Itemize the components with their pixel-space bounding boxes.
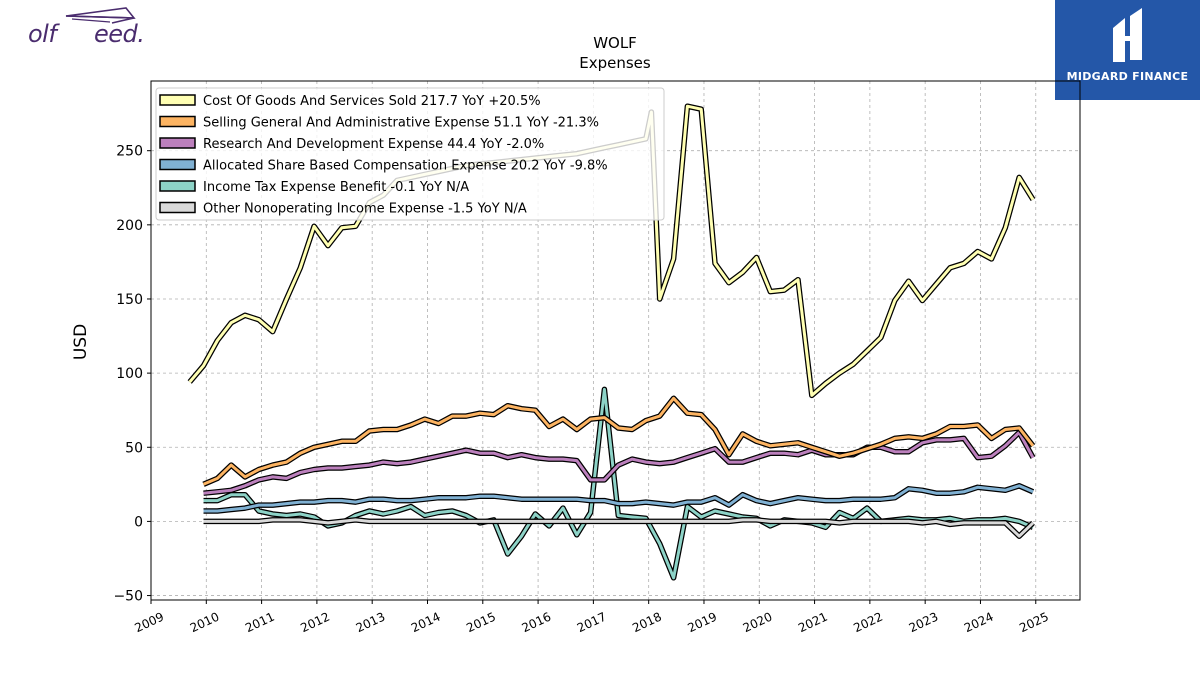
x-tick-label: 2010 <box>188 610 222 636</box>
legend-swatch <box>159 94 196 106</box>
series-line <box>203 387 1034 580</box>
x-tick-label: 2020 <box>741 610 775 636</box>
legend-entry-label: Selling General And Administrative Expen… <box>203 116 599 131</box>
legend-entry-label: Cost Of Goods And Services Sold 217.7 Yo… <box>203 94 541 109</box>
plot-frame <box>150 80 1081 601</box>
left-logo-text-b: eed. <box>94 20 145 48</box>
legend-swatch <box>159 137 196 149</box>
x-tick-label: 2023 <box>907 610 941 636</box>
x-tick-label: 2021 <box>796 610 830 636</box>
legend-entry-label: Other Nonoperating Income Expense -1.5 Y… <box>203 202 527 217</box>
y-tick-label: 200 <box>116 218 143 234</box>
chart-subtitle: Expenses <box>579 54 651 72</box>
left-logo-text-a: olf <box>28 20 57 48</box>
series-line-outline <box>202 395 1036 487</box>
left-brand-logo: olf eed. <box>26 4 166 52</box>
legend-swatch <box>159 115 196 128</box>
right-logo-text: MIDGARD FINANCE <box>1066 70 1189 83</box>
x-tick-label: 2017 <box>575 610 609 636</box>
x-tick-label: 2015 <box>464 610 498 636</box>
paper-plane-icon <box>65 7 136 24</box>
x-tick-label: 2014 <box>409 610 443 636</box>
x-tick-label: 2009 <box>133 610 167 636</box>
legend-swatch <box>159 158 196 171</box>
legend-box <box>155 87 665 221</box>
x-tick-label: 2024 <box>962 610 996 636</box>
y-tick-label: 250 <box>116 144 143 160</box>
midgard-mark-icon <box>1113 8 1142 62</box>
legend-entry-label: Income Tax Expense Benefit -0.1 YoY N/A <box>203 180 469 195</box>
x-tick-label: 2022 <box>851 610 885 636</box>
series-line <box>203 430 1035 495</box>
y-tick-label: −50 <box>113 589 143 605</box>
chart-title: WOLF <box>593 34 637 52</box>
y-tick-label: 100 <box>116 366 143 382</box>
x-tick-label: 2018 <box>630 610 664 636</box>
series-line <box>202 396 1035 486</box>
right-brand-logo: MIDGARD FINANCE <box>1055 0 1200 100</box>
x-tick-label: 2016 <box>520 610 554 636</box>
legend: Cost Of Goods And Services Sold 217.7 Yo… <box>155 87 665 221</box>
x-tick-label: 2013 <box>354 610 388 636</box>
series-line <box>203 518 1035 538</box>
x-tick-label: 2011 <box>243 610 277 636</box>
y-tick-label: 50 <box>125 440 143 456</box>
legend-entry-label: Research And Development Expense 44.4 Yo… <box>203 137 544 152</box>
x-tick-label: 2019 <box>685 610 719 636</box>
legend-swatch <box>159 201 196 214</box>
series-line-outline <box>203 386 1035 581</box>
x-tick-label: 2012 <box>298 610 332 636</box>
series-line <box>203 484 1034 513</box>
legend-swatch <box>159 180 196 192</box>
y-tick-label: 150 <box>116 292 143 308</box>
legend-entry-label: Allocated Share Based Compensation Expen… <box>203 159 608 174</box>
y-axis-label: USD <box>71 324 91 360</box>
y-tick-label: 0 <box>134 514 143 530</box>
x-tick-label: 2025 <box>1017 610 1051 636</box>
